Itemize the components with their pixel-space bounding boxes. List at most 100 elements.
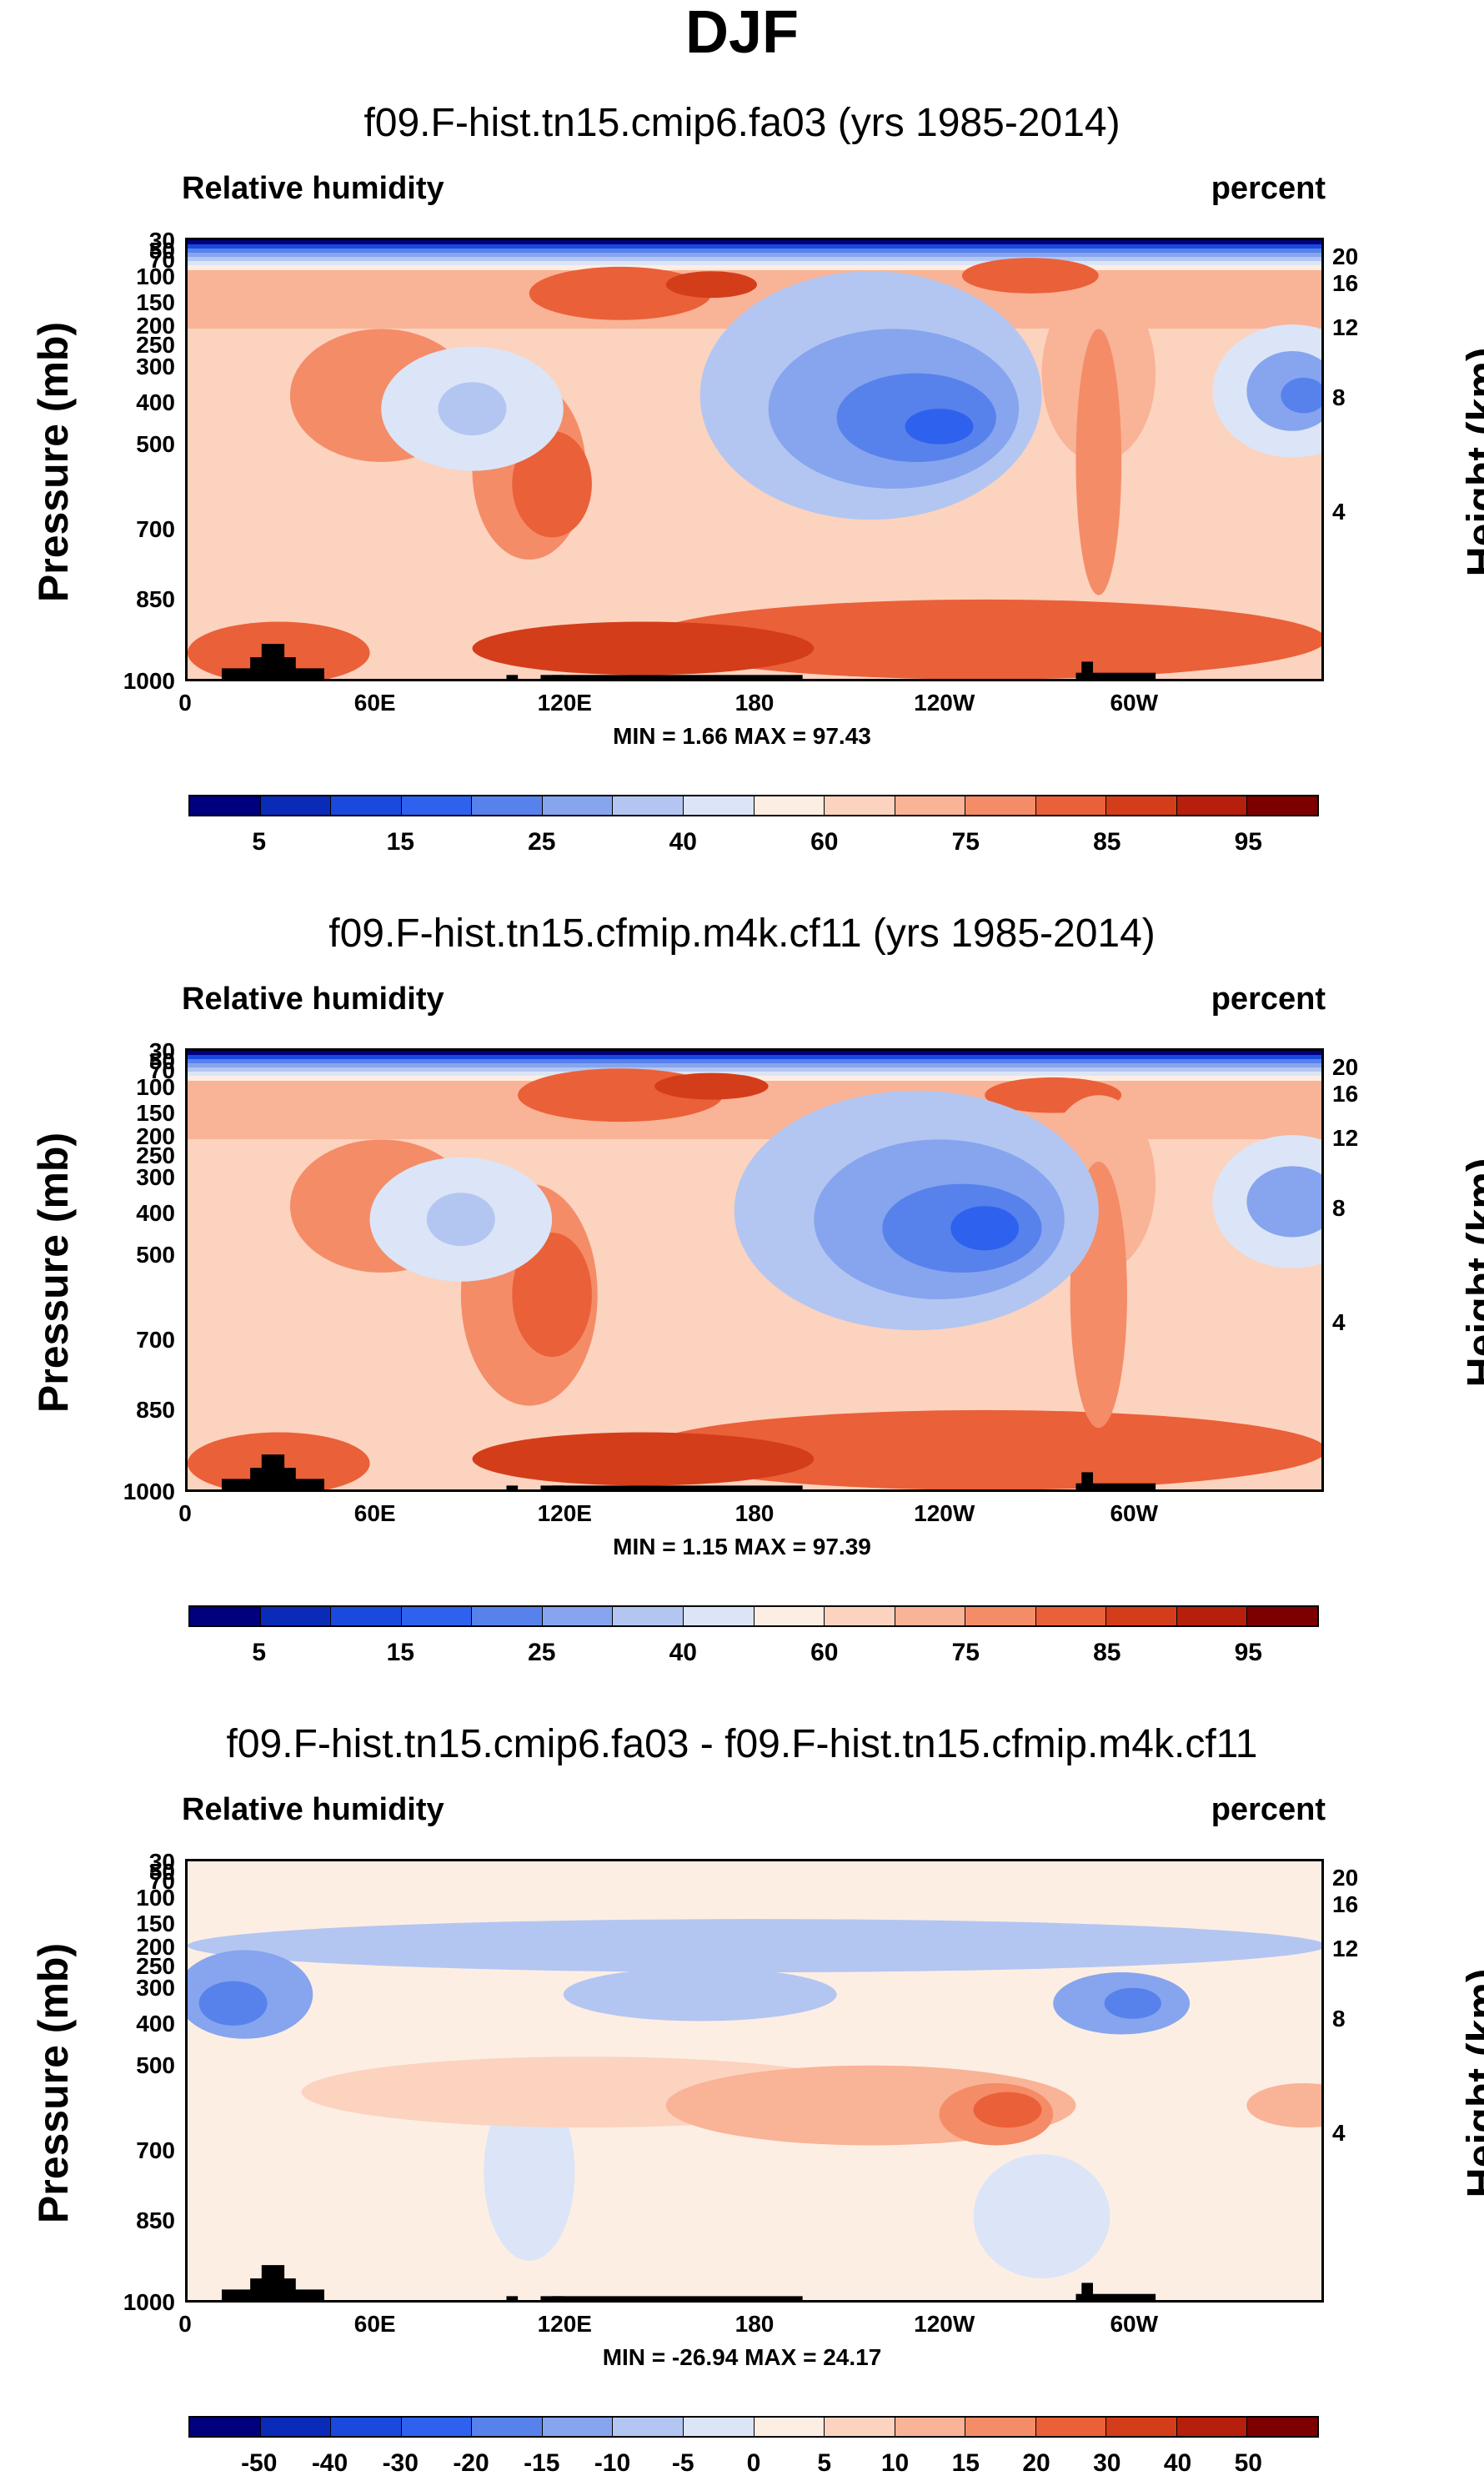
colorbar-cell [825,1607,895,1625]
longitude-tick: 180 [734,690,775,716]
pressure-tick: 30 [148,1848,175,1875]
height-axis-label: Height (km) [1458,1968,1484,2198]
pressure-axis-label: Pressure (mb) [30,321,78,603]
colorbar-cell [331,2418,402,2436]
contour-plot-area [185,1048,1324,1492]
colorbar-label: 0 [746,2449,761,2477]
stratosphere-band [188,261,1321,266]
colorbar-label: -30 [382,2449,419,2477]
colorbar-label: 5 [252,828,267,856]
pressure-tick: 1000 [123,2289,175,2315]
colorbar-cell [965,2418,1036,2436]
colorbar-label: 85 [1093,1639,1121,1666]
colorbar-cell [683,2418,755,2436]
colorbar-cell [1247,2418,1317,2436]
stratosphere-band [188,1055,1321,1060]
contour-region [426,1193,495,1247]
colorbar-cell [260,1607,332,1625]
contour-region [1281,377,1321,414]
height-tick: 20 [1332,1865,1359,1891]
longitude-tick: 60E [353,1500,396,1526]
colorbar-label: 10 [880,2449,910,2477]
colorbar [188,2416,1319,2438]
colorbar-cell [260,2418,332,2436]
panel-control: f09.F-hist.tn15.cmip6.fa03 (yrs 1985-201… [0,0,1484,856]
contour-region [643,599,1321,679]
pressure-tick: 100 [136,1884,175,1911]
colorbar-cell [190,1607,261,1625]
pressure-tick: 250 [136,1143,175,1169]
pressure-tick: 50 [148,1858,175,1885]
contour-region [1104,1987,1161,2019]
terrain-mask [1075,672,1156,679]
colorbar-cell [1035,1607,1107,1625]
colorbar-label: 50 [1234,2449,1262,2477]
longitude-tick: 0 [178,1500,192,1526]
colorbar-label: 75 [951,1639,980,1666]
pressure-tick: 700 [136,516,175,543]
terrain-mask [1075,1483,1156,1489]
terrain-mask [1081,1472,1093,1489]
longitude-tick: 0 [178,690,192,716]
colorbar-cell [472,2418,543,2436]
height-tick: 8 [1332,2005,1346,2032]
pressure-tick: 850 [136,586,175,613]
height-tick: 12 [1332,1935,1359,1961]
height-tick: 8 [1332,384,1346,410]
colorbar-cell [683,1607,755,1625]
terrain-mask [506,2296,519,2300]
colorbar-cell [895,2418,966,2436]
figure-title: DJF [684,0,800,66]
pressure-tick: 250 [136,332,175,359]
height-tick: 4 [1332,2119,1346,2146]
contour-region [484,2083,575,2261]
contour-region [961,258,1099,294]
colorbar-cell [965,1607,1036,1625]
colorbar-cell [1176,2418,1248,2436]
min-max-stats: MIN = 1.66 MAX = 97.43 [613,723,871,749]
stratosphere-band [188,257,1321,262]
colorbar-cell [472,1607,543,1625]
colorbar-cell [1176,796,1248,815]
pressure-tick: 50 [148,237,175,264]
colorbar [188,1605,1319,1627]
stratosphere-band [188,240,1321,245]
panel-difference: f09.F-hist.tn15.cmip6.fa03 - f09.F-hist.… [0,1621,1484,2477]
colorbar-cell [1106,796,1177,815]
colorbar-cell [825,2418,895,2436]
colorbar-cell [190,796,261,815]
colorbar-label: 15 [386,1639,414,1666]
colorbar-cell [754,796,825,815]
pressure-tick: 70 [148,1057,175,1084]
colorbar-cell [613,796,684,815]
longitude-tick: 120W [914,690,975,716]
colorbar-cell [895,796,966,815]
colorbar-cell [1247,1607,1317,1625]
stratosphere-band [188,253,1321,258]
colorbar-cell [965,796,1036,815]
pressure-tick: 150 [136,1100,175,1127]
pressure-axis-label: Pressure (mb) [30,1942,78,2224]
terrain-mask [552,2296,803,2300]
colorbar-label: -5 [671,2449,694,2477]
colorbar-cell [1035,2418,1107,2436]
colorbar-label: 25 [528,828,556,856]
colorbar-cell [1247,796,1317,815]
units-label: percent [1211,1792,1326,1827]
colorbar-label: -40 [311,2449,348,2477]
colorbar-label: 20 [1022,2449,1050,2477]
panel-title: f09.F-hist.tn15.cmip6.fa03 - f09.F-hist.… [226,1722,1258,1766]
colorbar-cell [401,2418,473,2436]
contour-plot-area [185,1859,1324,2303]
colorbar-cell [401,1607,473,1625]
pressure-tick: 500 [136,431,175,458]
pressure-tick: 300 [136,1974,175,2001]
colorbar-cell [331,1607,402,1625]
colorbar-label: 60 [810,828,839,856]
pressure-tick: 100 [136,263,175,289]
longitude-tick: 180 [734,1500,775,1526]
colorbar-cell [754,1607,825,1625]
colorbar-label: 15 [386,828,414,856]
contour-region [512,1233,592,1358]
longitude-tick: 60W [1110,2311,1159,2337]
